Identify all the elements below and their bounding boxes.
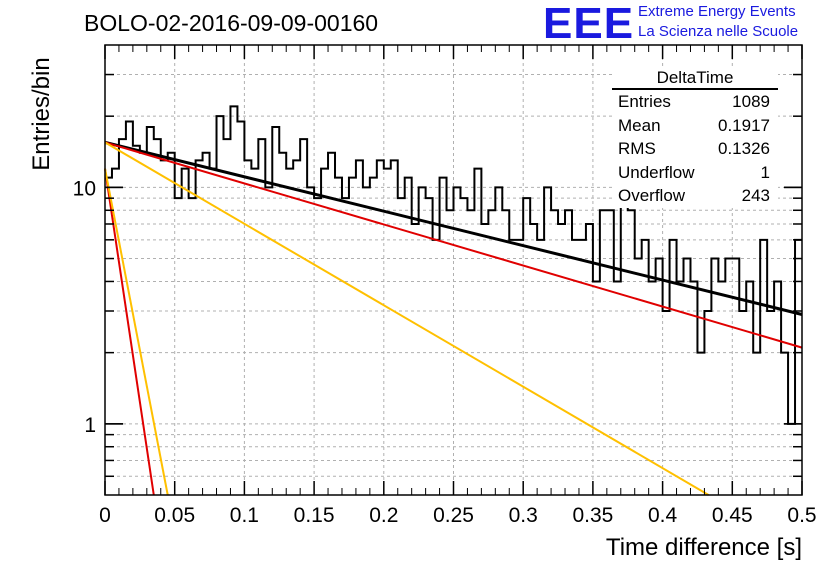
x-tick-label: 0.25	[433, 504, 474, 527]
stats-label: Mean	[618, 115, 661, 135]
x-tick-label: 0.3	[509, 504, 538, 527]
logo-line-1: Extreme Energy Events	[638, 3, 796, 20]
x-tick-label: 0.45	[712, 504, 753, 527]
stats-row-entries: Entries 1089	[612, 90, 778, 114]
stats-label: Overflow	[618, 186, 686, 205]
stats-label: Underflow	[618, 162, 695, 182]
fit-line-series	[104, 140, 803, 316]
stats-row-rms: RMS 0.1326	[612, 137, 778, 161]
stats-label: RMS	[618, 139, 656, 158]
logo-line-2: La Scienza nelle Scuole	[638, 23, 799, 40]
y-axis-label: Entries/bin	[28, 57, 55, 171]
chart-title: BOLO-02-2016-09-09-00160	[84, 10, 379, 36]
stats-box: DeltaTime Entries 1089 Mean 0.1917 RMS 0…	[612, 68, 778, 208]
x-tick-label: 0.2	[369, 504, 398, 527]
stats-value: 0.1326	[718, 139, 770, 158]
y-tick-label: 10	[73, 177, 96, 200]
stats-row-mean: Mean 0.1917	[612, 114, 778, 138]
stats-value: 243	[741, 186, 770, 205]
x-tick-label: 0.35	[572, 504, 613, 527]
y-tick-label: 1	[84, 414, 96, 437]
eee-logo: EEE	[543, 0, 635, 48]
x-tick-label: 0.1	[230, 504, 259, 527]
fit-line-series	[104, 141, 710, 496]
x-axis-label: Time difference [s]	[605, 534, 802, 561]
fit-line-series	[104, 141, 803, 349]
fit-line-series	[104, 168, 169, 496]
logo-subtitle: Extreme Energy Events La Scienza nelle S…	[638, 2, 798, 42]
stats-row-overflow: Overflow 243	[612, 184, 778, 208]
x-tick-label: 0.5	[787, 504, 816, 527]
stats-value: 0.1917	[718, 115, 770, 135]
stats-value: 1089	[732, 92, 770, 111]
x-tick-label: 0.4	[648, 504, 678, 527]
x-tick-label: 0	[99, 504, 111, 527]
histogram-series	[105, 105, 802, 425]
stats-row-underflow: Underflow 1	[612, 161, 778, 185]
stats-value: 1	[760, 162, 770, 182]
fit-line-series	[104, 168, 155, 496]
x-tick-label: 0.05	[154, 504, 195, 527]
stats-title: DeltaTime	[612, 68, 778, 90]
stats-label: Entries	[618, 92, 671, 111]
x-tick-label: 0.15	[294, 504, 335, 527]
